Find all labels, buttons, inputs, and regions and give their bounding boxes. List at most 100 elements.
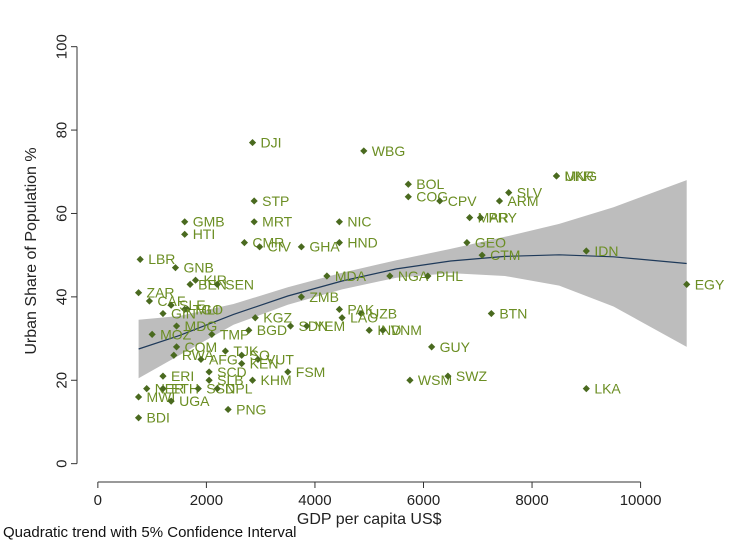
data-point <box>250 197 258 205</box>
axes <box>76 46 641 483</box>
point-label: TGO <box>193 301 223 317</box>
point-label: SEN <box>225 276 254 292</box>
point-label: PHL <box>436 268 463 284</box>
point-label: CPV <box>448 193 477 209</box>
data-point <box>335 305 343 313</box>
data-point <box>303 322 311 330</box>
data-point <box>365 326 373 334</box>
data-point <box>245 326 253 334</box>
data-point <box>250 218 258 226</box>
point-label: PRY <box>488 210 517 226</box>
point-label: MDA <box>335 268 367 284</box>
point-label: GEO <box>475 235 506 251</box>
point-label: KEN <box>250 355 279 371</box>
data-point <box>172 343 181 351</box>
point-label: GUY <box>440 339 471 355</box>
trend-line <box>138 254 687 350</box>
point-label: MDG <box>185 318 218 334</box>
point-label: FSM <box>296 364 326 380</box>
point-label: SDN <box>299 318 329 334</box>
point-label: NPL <box>225 381 252 397</box>
data-point <box>205 376 213 384</box>
point-label: BGD <box>257 322 287 338</box>
data-point <box>148 330 156 338</box>
point-label: MLI <box>195 301 218 317</box>
data-point <box>286 322 295 330</box>
data-point <box>221 347 229 355</box>
point-label: WSM <box>418 372 452 388</box>
data-point <box>466 214 474 222</box>
x-tick-label: 10000 <box>620 492 662 509</box>
data-point <box>251 314 259 322</box>
data-point <box>134 393 143 401</box>
data-point <box>476 214 485 222</box>
data-point <box>181 230 189 238</box>
data-point <box>495 197 504 205</box>
point-label: GIN <box>171 305 196 321</box>
data-point <box>208 330 216 338</box>
data-point <box>238 351 246 359</box>
data-point <box>404 193 412 201</box>
data-point <box>186 280 194 288</box>
data-point <box>338 314 346 322</box>
data-point <box>284 368 292 376</box>
trend-layer <box>138 254 687 350</box>
data-point <box>552 172 561 180</box>
point-label: WBG <box>372 143 405 159</box>
data-point <box>238 359 246 368</box>
data-point <box>191 276 200 284</box>
y-axis-title: Urban Share of Population % <box>23 147 40 354</box>
point-label: TMP <box>220 326 250 342</box>
point-label: ZAR <box>147 285 175 301</box>
point-label: BOL <box>416 176 444 192</box>
point-label: LAO <box>350 310 378 326</box>
point-label: PNG <box>236 401 266 417</box>
point-label: NER <box>155 381 185 397</box>
y-tick-label: 0 <box>53 459 70 467</box>
point-label: UGA <box>179 393 210 409</box>
y-tick-label: 80 <box>53 122 70 139</box>
data-point <box>582 385 590 393</box>
point-label: MOZ <box>160 326 192 342</box>
point-label: ETH <box>171 381 199 397</box>
point-label: HND <box>347 235 377 251</box>
data-point <box>463 239 471 247</box>
point-label: VUT <box>266 351 294 367</box>
point-label: CAF <box>157 293 185 309</box>
data-point <box>478 251 486 259</box>
y-tick-label: 20 <box>53 372 70 389</box>
point-label: NIC <box>347 214 371 230</box>
point-label: COM <box>185 339 218 355</box>
data-point <box>167 397 175 405</box>
data-point <box>172 322 181 330</box>
data-point <box>505 189 513 197</box>
point-label: HTI <box>193 226 216 242</box>
point-label: CIV <box>268 239 292 255</box>
data-point <box>171 264 180 272</box>
data-point <box>136 255 144 263</box>
data-point <box>183 305 192 313</box>
point-label: SCD <box>217 364 247 380</box>
point-label: SLB <box>217 372 243 388</box>
data-point <box>159 372 167 380</box>
data-point <box>436 197 444 205</box>
data-point <box>379 326 387 334</box>
confidence-band <box>138 180 687 379</box>
point-label: ERI <box>171 368 194 384</box>
point-label: BDI <box>147 410 170 426</box>
x-tick-label: 8000 <box>515 492 548 509</box>
point-label: SLV <box>517 185 543 201</box>
data-point <box>487 309 495 318</box>
data-point <box>248 376 257 384</box>
point-label: GHA <box>309 239 340 255</box>
point-label: YEM <box>315 318 345 334</box>
data-point <box>255 243 264 251</box>
data-point <box>428 343 436 351</box>
data-point <box>406 376 414 384</box>
ticks: 0 20 40 60 80 100 0 2000 4000 6000 8000 10000 <box>53 34 661 509</box>
trend-note: Quadratic trend with 5% Confidence Inter… <box>3 524 297 541</box>
data-point <box>444 372 452 380</box>
point-label: LBR <box>148 251 175 267</box>
data-point <box>582 247 590 255</box>
